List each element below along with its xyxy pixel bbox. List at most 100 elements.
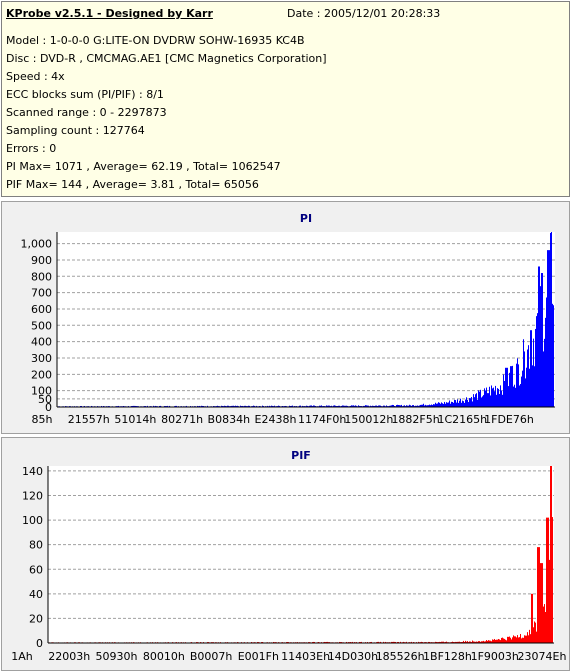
- data-bar: [132, 405, 133, 407]
- data-bar: [502, 637, 503, 643]
- data-bar: [466, 641, 467, 643]
- data-bar: [441, 641, 442, 643]
- data-bar: [495, 385, 496, 407]
- data-bar: [454, 399, 455, 407]
- data-bar: [331, 405, 332, 407]
- x-tick-label: B0834h: [208, 413, 251, 426]
- data-bar: [526, 635, 527, 643]
- data-bar: [504, 380, 505, 407]
- data-bar: [552, 303, 553, 407]
- data-bar: [538, 547, 539, 643]
- data-bar: [467, 641, 468, 643]
- data-bar: [262, 405, 263, 407]
- data-bar: [467, 400, 468, 407]
- data-bar: [407, 405, 408, 407]
- data-bar: [403, 641, 404, 643]
- data-bar: [344, 405, 345, 407]
- data-bar: [424, 405, 425, 407]
- data-bar: [444, 401, 445, 407]
- data-bar: [500, 385, 501, 407]
- data-bar: [480, 641, 481, 643]
- x-tick-label: 51014h: [114, 413, 156, 426]
- data-bar: [480, 389, 481, 407]
- data-bar: [167, 405, 168, 407]
- data-bar: [478, 390, 479, 407]
- data-bar: [153, 405, 154, 407]
- data-bar: [314, 405, 315, 407]
- y-tick-label: 500: [31, 319, 52, 332]
- data-bar: [222, 405, 223, 407]
- data-bar: [448, 402, 449, 407]
- pif-chart: PIF 0 20 40 60 80 100 120 140 1Ah 22003h 50930h 8001…: [11, 449, 566, 663]
- data-bar: [333, 405, 334, 407]
- data-bar: [539, 266, 540, 407]
- data-bar: [489, 386, 490, 407]
- data-bar: [346, 405, 347, 407]
- data-bar: [503, 638, 504, 643]
- data-bar: [176, 405, 177, 407]
- data-bar: [540, 563, 541, 643]
- data-bar: [544, 604, 545, 643]
- data-bar: [350, 405, 351, 407]
- data-bar: [345, 405, 346, 407]
- data-bar: [419, 405, 420, 407]
- data-bar: [520, 384, 521, 407]
- data-bar: [339, 641, 340, 643]
- data-bar: [300, 405, 301, 407]
- data-bar: [440, 403, 441, 407]
- data-bar: [476, 641, 477, 643]
- data-bar: [326, 405, 327, 407]
- y-tick-label: 140: [22, 465, 43, 478]
- data-bar: [479, 391, 480, 407]
- data-bars: [58, 232, 554, 408]
- data-bar: [500, 640, 501, 643]
- data-bar: [307, 405, 308, 407]
- y-tick-label: 600: [31, 303, 52, 316]
- data-bar: [431, 404, 432, 407]
- data-bar: [366, 405, 367, 407]
- data-bar: [493, 387, 494, 407]
- y-tick-label: 800: [31, 270, 52, 283]
- data-bar: [411, 405, 412, 407]
- data-bar: [498, 388, 499, 407]
- data-bar: [502, 394, 503, 407]
- data-bar: [546, 297, 547, 407]
- data-bar: [227, 405, 228, 407]
- data-bar: [175, 405, 176, 407]
- data-bar: [487, 640, 488, 643]
- data-bar: [503, 374, 504, 407]
- data-bar: [490, 395, 491, 407]
- data-bar: [390, 405, 391, 407]
- data-bar: [393, 641, 394, 643]
- data-bar: [412, 405, 413, 407]
- data-bar: [537, 313, 538, 407]
- data-bar: [525, 635, 526, 643]
- data-bar: [499, 393, 500, 407]
- data-bar: [338, 405, 339, 407]
- data-bar: [395, 641, 396, 643]
- data-bar: [351, 405, 352, 407]
- data-bar: [254, 405, 255, 407]
- chart-title: PI: [300, 212, 312, 225]
- data-bar: [353, 405, 354, 407]
- data-bar: [442, 641, 443, 643]
- data-bar: [551, 466, 552, 643]
- data-bar: [334, 405, 335, 407]
- data-bar: [486, 387, 487, 407]
- data-bar: [134, 405, 135, 407]
- data-bar: [404, 405, 405, 407]
- y-tick-label: 200: [31, 368, 52, 381]
- y-tick-label: 20: [29, 612, 43, 625]
- data-bar: [488, 640, 489, 643]
- info-panel: KProbe v2.5.1 - Designed by Karr Date : …: [1, 1, 570, 197]
- data-bar: [101, 405, 102, 407]
- data-bar: [460, 398, 461, 407]
- data-bar: [496, 639, 497, 643]
- data-bar: [495, 639, 496, 643]
- data-bar: [217, 405, 218, 407]
- data-bar: [548, 250, 549, 407]
- data-bar: [463, 401, 464, 407]
- data-bar: [472, 401, 473, 407]
- data-bar: [497, 388, 498, 407]
